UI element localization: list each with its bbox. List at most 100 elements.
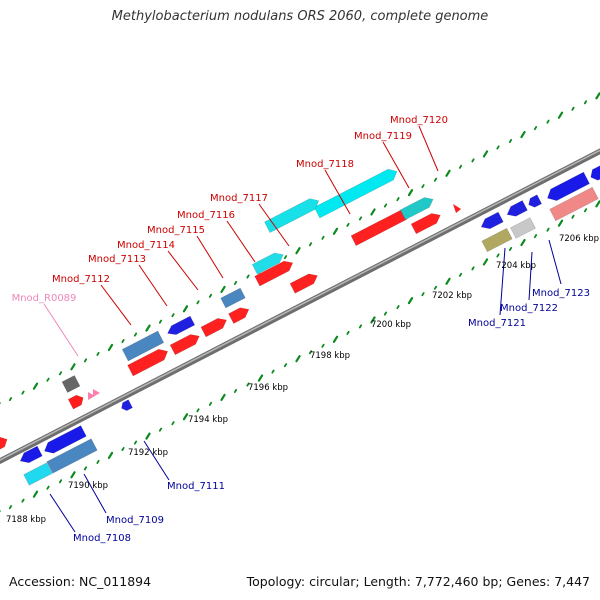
inner-tick: [246, 382, 250, 387]
gene-feature-30: [0, 436, 8, 452]
gene-label-leader: [83, 473, 107, 514]
inner-tick: [370, 316, 376, 324]
scale-label: 7196 kbp: [248, 383, 288, 393]
gene-feature-8: [228, 307, 250, 324]
outer-tick: [571, 106, 575, 111]
inner-tick: [46, 485, 50, 490]
inner-tick: [145, 432, 151, 440]
outer-tick: [158, 319, 163, 324]
scale-label: 7194 kbp: [188, 415, 228, 425]
gene-label-leader: [100, 284, 132, 326]
outer-tick: [220, 285, 226, 294]
inner-tick: [321, 343, 325, 348]
gene-label-leader: [226, 220, 256, 263]
inner-tick: [308, 350, 313, 355]
inner-tick: [295, 355, 301, 363]
outer-tick: [370, 208, 376, 216]
outer-tick: [107, 343, 114, 352]
gene-feature-3: [254, 260, 294, 287]
inner-tick: [421, 292, 425, 297]
gene-label: Mnod_7121: [468, 318, 526, 329]
gene-label: Mnod_7117: [210, 193, 268, 204]
inner-tick: [358, 324, 363, 329]
gene-feature-13: [121, 330, 165, 362]
outer-tick: [546, 119, 550, 124]
gene-label-leader: [382, 141, 410, 189]
inner-tick: [196, 408, 200, 413]
gene-label: Mnod_7109: [106, 515, 164, 526]
outer-tick: [145, 324, 151, 332]
outer-tick: [482, 150, 489, 158]
genome-backbone: [0, 148, 600, 465]
trna-marker-a: [88, 392, 95, 400]
outer-tick: [383, 203, 388, 208]
gene-feature-mnod-7120: [453, 204, 461, 213]
gene-feature-20: [46, 438, 98, 474]
inner-tick: [58, 479, 63, 484]
gene-label: Mnod_7119: [354, 131, 412, 142]
gene-label: Mnod_7120: [390, 115, 448, 126]
label-leader-lines: [43, 125, 562, 533]
gene-label-leader: [143, 440, 170, 481]
outer-tick: [21, 390, 25, 395]
inner-tick: [107, 451, 114, 460]
outer-tick: [445, 169, 451, 177]
inner-tick: [158, 427, 163, 432]
outer-tick: [421, 184, 425, 189]
scale-label: 7204 kbp: [496, 261, 536, 271]
inner-tick: [332, 335, 339, 343]
scale-label: 7198 kbp: [310, 351, 350, 361]
gene-label-leader: [324, 169, 351, 215]
outer-tick: [171, 313, 175, 318]
gene-label: Mnod_7113: [88, 254, 146, 265]
outer-tick: [321, 235, 325, 240]
gene-feature-15: [61, 375, 81, 393]
gene-label: Mnod_7114: [117, 240, 175, 251]
inner-tick: [182, 413, 189, 421]
inner-tick: [557, 219, 564, 227]
gene-feature-18: [44, 425, 87, 454]
genome-summary-text: Topology: circular; Length: 7,772,460 bp…: [246, 574, 590, 589]
outer-tick: [458, 164, 463, 169]
gene-feature-11: [167, 315, 196, 335]
gene-label: Mnod_7118: [296, 159, 354, 170]
inner-tick: [546, 227, 550, 232]
gene-label-leader: [138, 264, 168, 307]
inner-tick: [496, 253, 500, 258]
scale-label: 7190 kbp: [68, 481, 108, 491]
gene-label-leader: [418, 125, 439, 172]
inner-tick: [121, 447, 125, 452]
inner-tick: [171, 421, 175, 426]
scale-label: 7202 kbp: [432, 291, 472, 301]
gene-label: Mnod_7123: [532, 288, 590, 299]
inner-tick: [533, 234, 538, 239]
gene-features: [0, 165, 600, 486]
inner-tick: [208, 401, 213, 406]
outer-tick: [595, 92, 600, 100]
gene-label-leader: [167, 250, 199, 291]
gene-feature-2: [264, 198, 320, 234]
gene-label-leader: [548, 239, 562, 285]
inner-tick: [595, 200, 600, 208]
outer-tick: [121, 339, 125, 344]
gene-label-leader: [499, 247, 506, 316]
gene-feature-5: [399, 197, 434, 221]
map-title: Methylobacterium nodulans ORS 2060, comp…: [111, 9, 489, 24]
inner-tick: [508, 247, 513, 252]
outer-tick: [182, 305, 189, 313]
outer-tick: [32, 382, 39, 390]
gene-label-leader: [528, 251, 533, 301]
outer-tick: [246, 274, 250, 279]
inner-tick: [8, 505, 13, 510]
outer-tick: [433, 177, 438, 182]
gene-feature-7: [251, 252, 284, 275]
inner-tick: [21, 498, 25, 503]
outer-tick: [70, 363, 76, 371]
inner-tick: [520, 238, 526, 247]
gene-label-leader: [196, 235, 224, 279]
inner-tick: [445, 277, 451, 285]
inner-tick: [396, 305, 400, 310]
inner-tick: [433, 285, 438, 290]
inner-tick: [220, 393, 226, 402]
outer-tick: [583, 100, 588, 105]
